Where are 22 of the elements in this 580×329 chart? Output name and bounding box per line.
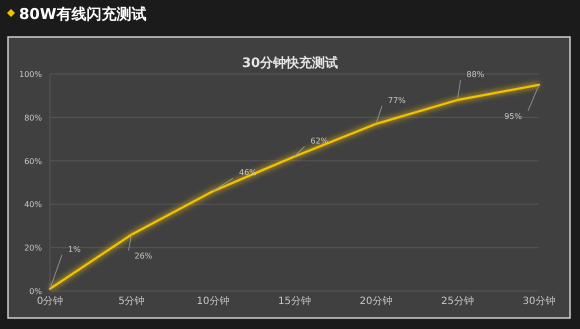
x-tick-label: 15分钟 [278,295,311,307]
text: 95% [504,112,522,121]
x-tick-label: 20分钟 [360,295,392,307]
chart-title: 80W有线闪充测试 [19,5,146,23]
text: 77% [388,96,406,105]
text: 62% [310,136,328,146]
x-tick-label: 0分钟 [36,295,64,307]
chart-subtitle: 30分钟快充测试 [242,55,338,71]
y-tick-label: 80% [24,113,42,122]
y-tick-label: 0% [29,287,42,296]
x-tick-label: 10分钟 [196,295,230,307]
y-tick-label: 100% [19,70,42,79]
text: 26% [134,252,152,261]
y-tick-label: 60% [24,156,42,166]
y-tick-label: 20% [24,244,42,253]
x-tick-label: 25分钟 [441,295,474,307]
y-tick-label: 40% [24,200,42,210]
text: 1% [68,244,81,254]
text: 46% [239,168,257,178]
text: 88% [466,70,484,80]
x-tick-label: 5分钟 [118,295,145,307]
x-tick-label: 30分钟 [522,295,556,307]
